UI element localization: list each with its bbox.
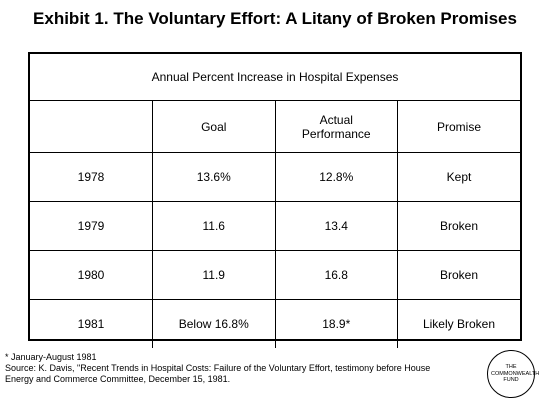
row-promise: Broken: [397, 201, 520, 251]
data-table: Annual Percent Increase in Hospital Expe…: [28, 52, 522, 348]
header-promise: Promise: [397, 100, 520, 153]
logo-line-3: FUND: [503, 377, 519, 384]
row-year: 1981: [30, 299, 153, 348]
table-row: 1978 13.6% 12.8% Kept: [30, 152, 520, 202]
row-goal: 11.9: [152, 250, 276, 300]
header-year: [30, 100, 153, 153]
row-promise: Broken: [397, 250, 520, 300]
header-actual-performance-text: Actual Performance: [301, 112, 371, 141]
row-year: 1978: [30, 152, 153, 202]
table-row: 1980 11.9 16.8 Broken: [30, 250, 520, 300]
row-year: 1979: [30, 201, 153, 251]
row-promise: Kept: [397, 152, 520, 202]
logo-text: THE COMMONWEALTH FUND: [491, 364, 540, 384]
footnote: * January-August 1981 Source: K. Davis, …: [5, 352, 435, 385]
table-row: 1981 Below 16.8% 18.9* Likely Broken: [30, 299, 520, 348]
hospital-expenses-table: Annual Percent Increase in Hospital Expe…: [30, 54, 520, 348]
table-row: 1979 11.6 13.4 Broken: [30, 201, 520, 251]
row-goal: 13.6%: [152, 152, 276, 202]
exhibit-title: Exhibit 1. The Voluntary Effort: A Litan…: [33, 9, 517, 28]
logo-line-2: COMMONWEALTH: [491, 370, 540, 377]
header-actual-performance: Actual Performance: [274, 100, 398, 153]
row-promise: Likely Broken: [397, 299, 520, 348]
source-note: Source: K. Davis, "Recent Trends in Hosp…: [5, 363, 431, 384]
commonwealth-fund-logo: THE COMMONWEALTH FUND: [487, 350, 540, 398]
row-year: 1980: [30, 250, 153, 300]
row-actual: 12.8%: [274, 152, 398, 202]
row-goal: Below 16.8%: [152, 299, 276, 348]
logo-line-1: THE: [505, 364, 517, 371]
table-caption-row: Annual Percent Increase in Hospital Expe…: [30, 54, 520, 101]
row-actual: 18.9*: [274, 299, 398, 348]
header-goal: Goal: [152, 100, 276, 153]
table-caption: Annual Percent Increase in Hospital Expe…: [30, 54, 520, 101]
row-goal: 11.6: [152, 201, 276, 251]
row-actual: 13.4: [274, 201, 398, 251]
row-actual: 16.8: [274, 250, 398, 300]
table-header-row: Goal Actual Performance Promise: [30, 100, 520, 153]
asterisk-note: * January-August 1981: [5, 352, 97, 362]
